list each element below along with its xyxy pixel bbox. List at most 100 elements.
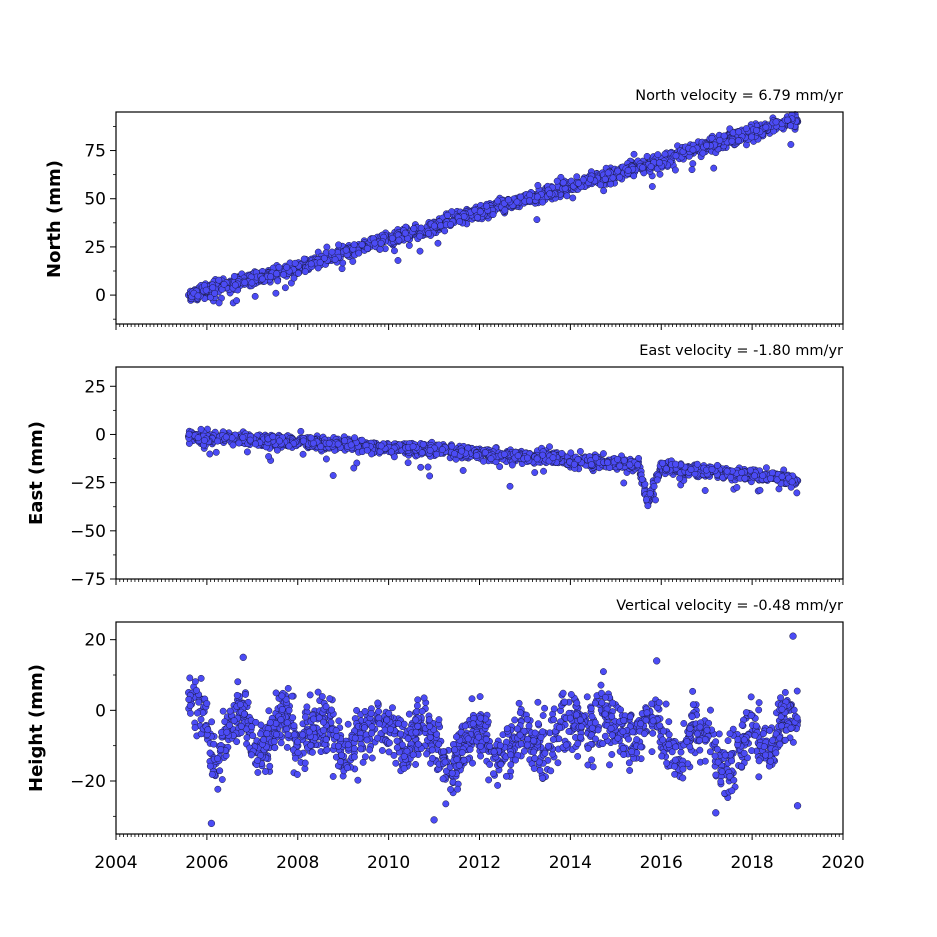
east-data-point bbox=[451, 450, 458, 458]
north-data-point bbox=[291, 259, 299, 267]
east-data-point bbox=[733, 483, 741, 491]
east-data-point bbox=[746, 466, 754, 474]
height-data-point bbox=[284, 684, 292, 692]
east-data-point bbox=[549, 454, 557, 462]
north-data-point bbox=[391, 247, 398, 255]
east-data-point bbox=[358, 436, 366, 444]
east-data-point bbox=[206, 450, 214, 458]
north-data-point bbox=[735, 128, 743, 136]
north-data-point bbox=[601, 175, 609, 183]
north-data-point bbox=[703, 141, 711, 149]
east-data-point bbox=[788, 478, 796, 486]
east-data-point bbox=[662, 465, 670, 473]
east-data-point bbox=[228, 434, 236, 442]
north-data-point bbox=[377, 239, 385, 247]
north-data-point bbox=[526, 191, 534, 199]
east-data-point bbox=[299, 437, 307, 445]
north-data-point bbox=[661, 150, 669, 158]
height-data-point bbox=[707, 706, 714, 714]
north-data-point bbox=[434, 239, 442, 247]
north-data-point bbox=[787, 122, 795, 130]
east-data-point bbox=[653, 476, 661, 484]
east-data-point bbox=[235, 439, 243, 447]
east-velocity-label: East velocity = -1.80 mm/yr bbox=[639, 343, 843, 359]
east-data-point bbox=[350, 464, 358, 472]
height-data-point bbox=[374, 699, 382, 707]
east-data-point bbox=[738, 469, 746, 476]
east-data-point bbox=[533, 455, 541, 463]
north-data-point bbox=[494, 197, 502, 205]
east-panel: East velocity = -1.80 mm/yr East (mm) 25… bbox=[26, 343, 844, 590]
east-data-point bbox=[570, 460, 578, 468]
east-data-point bbox=[626, 461, 634, 469]
height-data-point bbox=[515, 699, 523, 707]
height-data-point bbox=[665, 731, 673, 739]
north-data-point bbox=[230, 272, 238, 280]
east-data-point bbox=[576, 448, 584, 455]
north-data-point bbox=[624, 166, 632, 174]
height-data-point bbox=[271, 744, 279, 752]
east-data-point bbox=[458, 447, 466, 455]
north-data-point bbox=[338, 265, 346, 273]
east-data-point bbox=[500, 450, 508, 458]
east-data-point bbox=[426, 472, 434, 480]
east-data-point bbox=[269, 433, 277, 441]
east-data-point bbox=[644, 502, 652, 510]
north-data-point bbox=[559, 179, 567, 187]
north-data-point bbox=[331, 256, 339, 263]
east-data-point bbox=[438, 446, 446, 454]
east-data-point bbox=[252, 440, 259, 448]
height-data-point bbox=[680, 720, 688, 727]
height-data-point bbox=[536, 766, 544, 774]
east-data-point bbox=[433, 450, 440, 458]
north-data-point bbox=[476, 208, 484, 216]
east-data-point bbox=[762, 464, 770, 472]
height-data-point bbox=[326, 695, 334, 703]
east-data-points bbox=[185, 425, 802, 510]
north-data-point bbox=[456, 218, 464, 226]
north-ytick-label: 75 bbox=[84, 142, 106, 162]
east-data-point bbox=[620, 479, 628, 487]
north-data-point bbox=[569, 194, 577, 202]
north-data-point bbox=[654, 151, 662, 159]
height-data-point bbox=[747, 693, 755, 701]
north-data-point bbox=[211, 289, 219, 297]
east-data-point bbox=[212, 448, 220, 456]
height-data-point bbox=[696, 746, 704, 754]
east-data-point bbox=[599, 450, 607, 458]
vertical-velocity-label: Vertical velocity = -0.48 mm/yr bbox=[616, 598, 843, 614]
north-data-point bbox=[604, 169, 612, 177]
height-data-point bbox=[234, 678, 242, 686]
north-data-point bbox=[689, 160, 697, 168]
north-data-point bbox=[728, 137, 736, 145]
height-data-point bbox=[335, 717, 343, 725]
height-data-point bbox=[689, 687, 697, 695]
north-data-point bbox=[363, 245, 371, 252]
height-data-point bbox=[740, 749, 748, 757]
height-data-point bbox=[549, 736, 557, 743]
north-plot-frame bbox=[115, 111, 844, 325]
east-data-point bbox=[604, 459, 611, 466]
north-data-point bbox=[417, 224, 425, 232]
north-data-point bbox=[699, 149, 707, 157]
north-data-point bbox=[371, 239, 379, 247]
north-data-point bbox=[647, 163, 655, 171]
north-data-point bbox=[194, 292, 202, 300]
north-data-point bbox=[416, 247, 424, 255]
height-data-point bbox=[752, 722, 760, 730]
height-data-point bbox=[689, 701, 697, 709]
north-data-point bbox=[444, 211, 451, 219]
east-data-point bbox=[341, 437, 349, 445]
north-data-point bbox=[376, 245, 384, 253]
east-data-point bbox=[325, 439, 333, 447]
east-data-point bbox=[404, 459, 412, 467]
north-data-point bbox=[513, 198, 521, 206]
east-data-point bbox=[701, 487, 709, 494]
north-data-point bbox=[350, 241, 358, 249]
east-data-point bbox=[418, 449, 426, 457]
height-data-point bbox=[777, 694, 784, 702]
height-data-point bbox=[640, 730, 648, 738]
north-data-point bbox=[656, 159, 663, 167]
east-data-point bbox=[473, 452, 480, 459]
